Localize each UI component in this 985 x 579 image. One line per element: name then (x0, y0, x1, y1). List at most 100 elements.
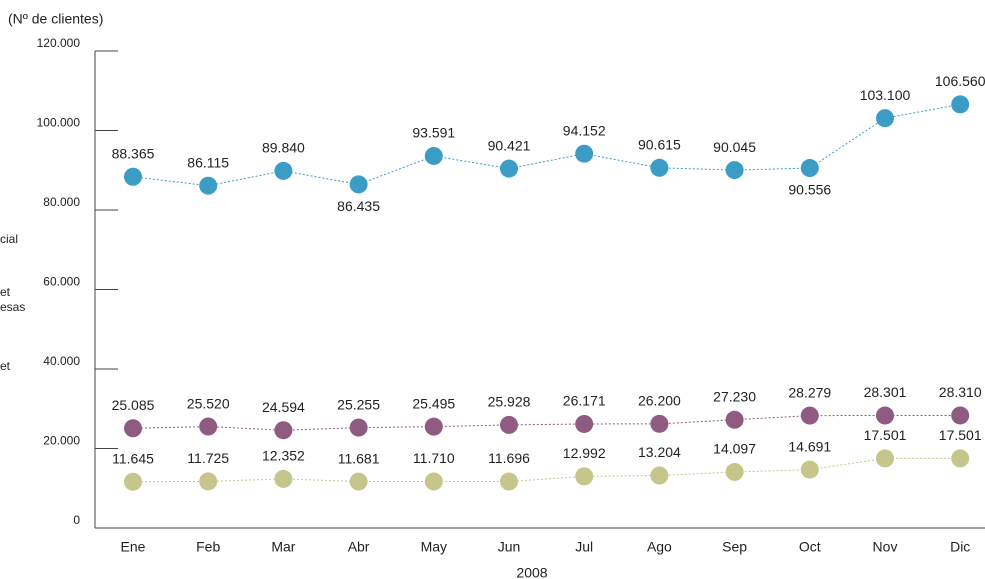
data-point (124, 472, 142, 491)
data-point (349, 472, 368, 491)
legend-label: et (0, 359, 11, 373)
series-line (132, 457, 961, 483)
data-point (274, 421, 293, 440)
data-label: 86.115 (187, 154, 229, 170)
series-line (132, 414, 961, 431)
data-point (800, 406, 819, 425)
data-label: 26.171 (563, 393, 606, 409)
x-tick-label: Jul (575, 539, 593, 555)
data-point (876, 406, 894, 425)
series-line (132, 103, 961, 187)
data-label: 11.645 (112, 450, 154, 466)
data-point (951, 406, 970, 425)
data-label: 28.301 (864, 384, 907, 400)
data-point (951, 449, 970, 468)
data-point (500, 472, 518, 491)
data-label: 90.615 (638, 137, 681, 153)
data-point (274, 161, 293, 180)
data-label: 106.560 (935, 73, 985, 89)
data-point (124, 167, 142, 186)
data-label: 25.520 (187, 395, 230, 411)
x-tick-label: Ene (121, 539, 146, 555)
data-label: 14.691 (788, 438, 831, 454)
data-label: 103.100 (860, 87, 911, 103)
x-tick-label: Abr (348, 539, 370, 555)
data-point (800, 460, 819, 479)
x-tick-label: Jun (498, 539, 521, 555)
data-point (424, 146, 443, 165)
data-point (424, 472, 443, 491)
data-point (199, 176, 218, 195)
data-label: 89.840 (262, 140, 305, 156)
data-label: 25.928 (488, 394, 531, 410)
data-label: 13.204 (638, 444, 681, 460)
x-tick-label: May (421, 539, 447, 555)
data-label: 90.045 (713, 139, 756, 155)
legend-label: et esas (0, 285, 25, 314)
data-label: 11.710 (413, 450, 455, 466)
y-tick-label: 40.000 (43, 354, 80, 368)
data-label: 28.279 (788, 384, 831, 400)
data-label: 17.501 (864, 427, 907, 443)
x-tick-label: Oct (799, 539, 821, 555)
data-label: 12.352 (262, 448, 305, 464)
data-label: 25.495 (412, 395, 455, 411)
data-label: 11.725 (187, 450, 229, 466)
x-tick-label: Dic (950, 539, 970, 555)
data-label: 26.200 (638, 393, 681, 409)
data-point (500, 415, 518, 434)
data-point (800, 159, 819, 178)
legend-label: cial (0, 232, 18, 246)
data-label: 11.681 (338, 450, 380, 466)
data-point (725, 462, 744, 481)
data-point (575, 414, 594, 433)
data-point (274, 469, 293, 488)
data-point (725, 410, 744, 429)
x-axis-label: 2008 (516, 565, 547, 579)
data-label: 14.097 (713, 441, 756, 457)
data-point (500, 159, 518, 178)
data-label: 12.992 (563, 445, 606, 461)
data-point (575, 144, 594, 163)
data-label: 25.085 (112, 397, 155, 413)
data-label: 17.501 (939, 427, 982, 443)
y-axis-label: (Nº de clientes) (8, 11, 103, 27)
data-label: 86.435 (337, 198, 380, 214)
x-tick-label: Sep (722, 539, 747, 555)
data-point (349, 175, 368, 194)
data-label: 27.230 (713, 388, 756, 404)
data-point (199, 417, 218, 436)
data-label: 28.310 (939, 384, 982, 400)
x-tick-label: Mar (271, 539, 295, 555)
y-tick-label: 100.000 (37, 116, 81, 130)
data-point (650, 414, 669, 433)
data-point (876, 449, 894, 468)
data-point (575, 467, 594, 486)
data-label: 11.696 (488, 450, 530, 466)
data-point (349, 418, 368, 437)
data-point (124, 419, 142, 438)
y-tick-label: 60.000 (43, 275, 80, 289)
data-label: 90.421 (488, 137, 531, 153)
x-tick-label: Feb (196, 539, 220, 555)
data-label: 94.152 (563, 122, 606, 138)
y-tick-label: 0 (73, 513, 80, 527)
y-tick-label: 20.000 (43, 434, 80, 448)
data-point (650, 158, 669, 177)
data-point (725, 161, 744, 180)
x-tick-label: Ago (647, 539, 672, 555)
data-label: 25.255 (337, 396, 380, 412)
data-label: 90.556 (788, 182, 831, 198)
x-tick-label: Nov (873, 539, 898, 555)
y-tick-label: 80.000 (43, 195, 80, 209)
data-point (951, 95, 970, 114)
data-label: 88.365 (112, 145, 155, 161)
data-point (650, 466, 669, 485)
data-point (424, 417, 443, 436)
data-point (876, 109, 894, 128)
data-point (199, 472, 218, 491)
data-label: 93.591 (412, 125, 455, 141)
y-tick-label: 120.000 (37, 36, 81, 50)
data-label: 24.594 (262, 399, 305, 415)
